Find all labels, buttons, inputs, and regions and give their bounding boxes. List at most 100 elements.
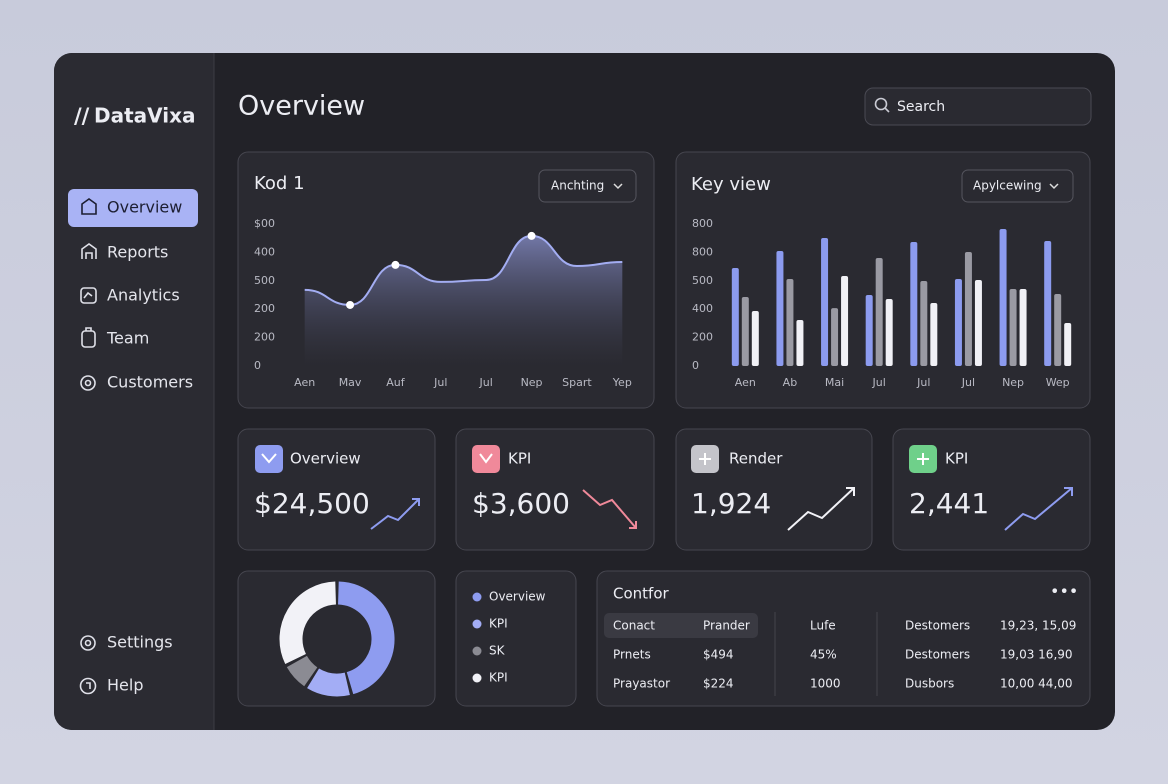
bar <box>885 298 893 366</box>
bar <box>954 278 962 366</box>
kpi-card <box>455 428 655 551</box>
bar <box>741 296 749 366</box>
x-tick-label: Yep <box>612 376 632 389</box>
kpi-card <box>675 428 873 551</box>
kpi-icon <box>472 445 500 473</box>
x-tick-label: Jul <box>961 376 975 389</box>
legend-swatch <box>472 646 482 656</box>
x-tick-label: Aen <box>735 376 756 389</box>
panel <box>237 570 436 707</box>
chart-title: Kod 1 <box>254 173 305 194</box>
y-tick-label: 500 <box>692 274 713 287</box>
nav-item[interactable]: Settings <box>107 633 173 652</box>
bar <box>964 251 972 366</box>
brand-logo: // <box>74 104 90 128</box>
point-marker <box>391 260 400 269</box>
table-cell: Destomers <box>905 619 970 633</box>
donut-segment <box>307 668 350 697</box>
bar <box>910 242 918 366</box>
kpi-card <box>892 428 1091 551</box>
legend-label: KPI <box>489 671 508 685</box>
bar <box>999 228 1007 366</box>
x-tick-label: Jul <box>916 376 930 389</box>
sparklines <box>370 487 1073 531</box>
nav-item[interactable]: Reports <box>107 243 168 262</box>
more-menu[interactable]: ••• <box>1050 582 1078 601</box>
x-tick-label: Ab <box>783 376 798 389</box>
point-marker <box>346 300 355 309</box>
dropdown-caret <box>613 183 623 190</box>
table-cell: 19,03 16,90 <box>1000 648 1073 662</box>
y-tick-label: 800 <box>692 217 713 230</box>
bar <box>1019 289 1027 366</box>
nav-item[interactable]: Overview <box>107 198 182 217</box>
dropdown[interactable] <box>961 169 1074 203</box>
table-cell: 1000 <box>810 677 841 691</box>
kpi-icon <box>255 445 283 473</box>
table: Conact Prander Lufe Destomers 19,23, 15,09 Pr… <box>613 619 1076 691</box>
donut-segment <box>279 581 337 665</box>
bar <box>875 257 883 366</box>
search-placeholder[interactable]: Search <box>897 99 945 115</box>
table-cell: 19,23, 15,09 <box>1000 619 1076 633</box>
legend-label: KPI <box>489 617 508 631</box>
x-tick-label: Auf <box>386 376 405 389</box>
y-tick-label: 200 <box>692 331 713 344</box>
table-cell: $494 <box>703 648 734 662</box>
nav-item[interactable]: Team <box>106 329 149 348</box>
search-box[interactable] <box>864 87 1092 126</box>
brand: DataVixa <box>94 104 196 128</box>
panel <box>455 570 577 707</box>
bar <box>1009 289 1017 366</box>
nav-item[interactable]: Customers <box>107 373 193 392</box>
y-tick-label: 800 <box>692 245 713 258</box>
area-fill <box>304 235 623 366</box>
area-line <box>304 234 623 306</box>
x-tick-label: Mav <box>339 376 362 389</box>
x-tick-label: Spart <box>562 376 592 389</box>
legend-label: Overview <box>489 590 546 604</box>
table-cell: Conact <box>613 619 655 633</box>
bar <box>786 278 794 366</box>
y-tick-label: 200 <box>254 302 275 315</box>
bar <box>920 280 928 366</box>
kpi-card <box>237 428 436 551</box>
nav-item[interactable]: Help <box>107 676 143 695</box>
table-header-highlight <box>604 613 758 638</box>
legend-swatch <box>472 673 482 683</box>
table-cell: Prnets <box>613 648 651 662</box>
bar <box>821 238 829 366</box>
kpi-icon-glyphs <box>261 453 929 465</box>
dropdown-label[interactable]: Anchting <box>551 179 604 193</box>
y-tick-label: 200 <box>254 331 275 344</box>
kpi-value: $3,600 <box>472 487 570 520</box>
table-cell: Dusbors <box>905 677 954 691</box>
bar <box>974 279 982 366</box>
bar <box>776 250 784 366</box>
search-icon <box>884 107 890 113</box>
table-cell: Lufe <box>810 619 836 633</box>
nav-active[interactable] <box>68 189 198 227</box>
nav-item[interactable]: Analytics <box>107 286 180 305</box>
chart-title: Key view <box>691 174 771 195</box>
kpi-value: 2,441 <box>909 487 989 520</box>
bar <box>1044 241 1052 366</box>
kpi-label: Overview <box>290 450 361 468</box>
x-tick-label: Jul <box>872 376 886 389</box>
dropdown-label[interactable]: Apylcewing <box>973 179 1042 193</box>
nav-icons <box>79 198 97 695</box>
kpi-value: $24,500 <box>254 487 370 520</box>
bar <box>930 302 938 366</box>
dropdown[interactable] <box>538 169 637 203</box>
bar <box>841 275 849 366</box>
x-tick-label: Jul <box>433 376 447 389</box>
y-tick-label: 400 <box>692 302 713 315</box>
kpi-value: 1,924 <box>691 487 771 520</box>
point-marker <box>527 231 536 240</box>
bar <box>796 319 804 366</box>
bar <box>865 295 873 366</box>
bar <box>831 308 839 366</box>
x-tick-label: Jul <box>479 376 493 389</box>
sidebar <box>54 53 214 730</box>
kpi-label: KPI <box>508 450 531 468</box>
